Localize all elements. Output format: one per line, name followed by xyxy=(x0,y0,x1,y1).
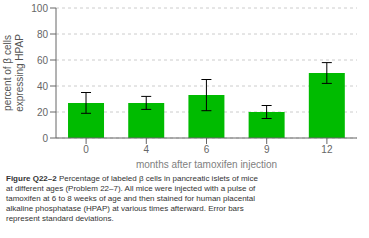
svg-text:80: 80 xyxy=(37,29,49,40)
svg-text:20: 20 xyxy=(37,107,49,118)
svg-text:60: 60 xyxy=(37,55,49,66)
svg-text:100: 100 xyxy=(31,3,48,14)
svg-text:6: 6 xyxy=(204,144,210,155)
svg-text:4: 4 xyxy=(144,144,150,155)
html-text:Figure Q22–2 Percentage of lab: Figure Q22–2 Percentage of labeled β cel… xyxy=(6,174,258,223)
svg-text:months after tamoxifen injecti: months after tamoxifen injection xyxy=(136,159,277,170)
svg-text:0: 0 xyxy=(42,133,48,144)
svg-text:percent of β cellsexpressing H: percent of β cellsexpressing HPAP xyxy=(8,34,25,112)
svg-text:0: 0 xyxy=(83,144,89,155)
svg-text:12: 12 xyxy=(321,144,333,155)
svg-text:40: 40 xyxy=(37,81,49,92)
svg-text:9: 9 xyxy=(264,144,270,155)
